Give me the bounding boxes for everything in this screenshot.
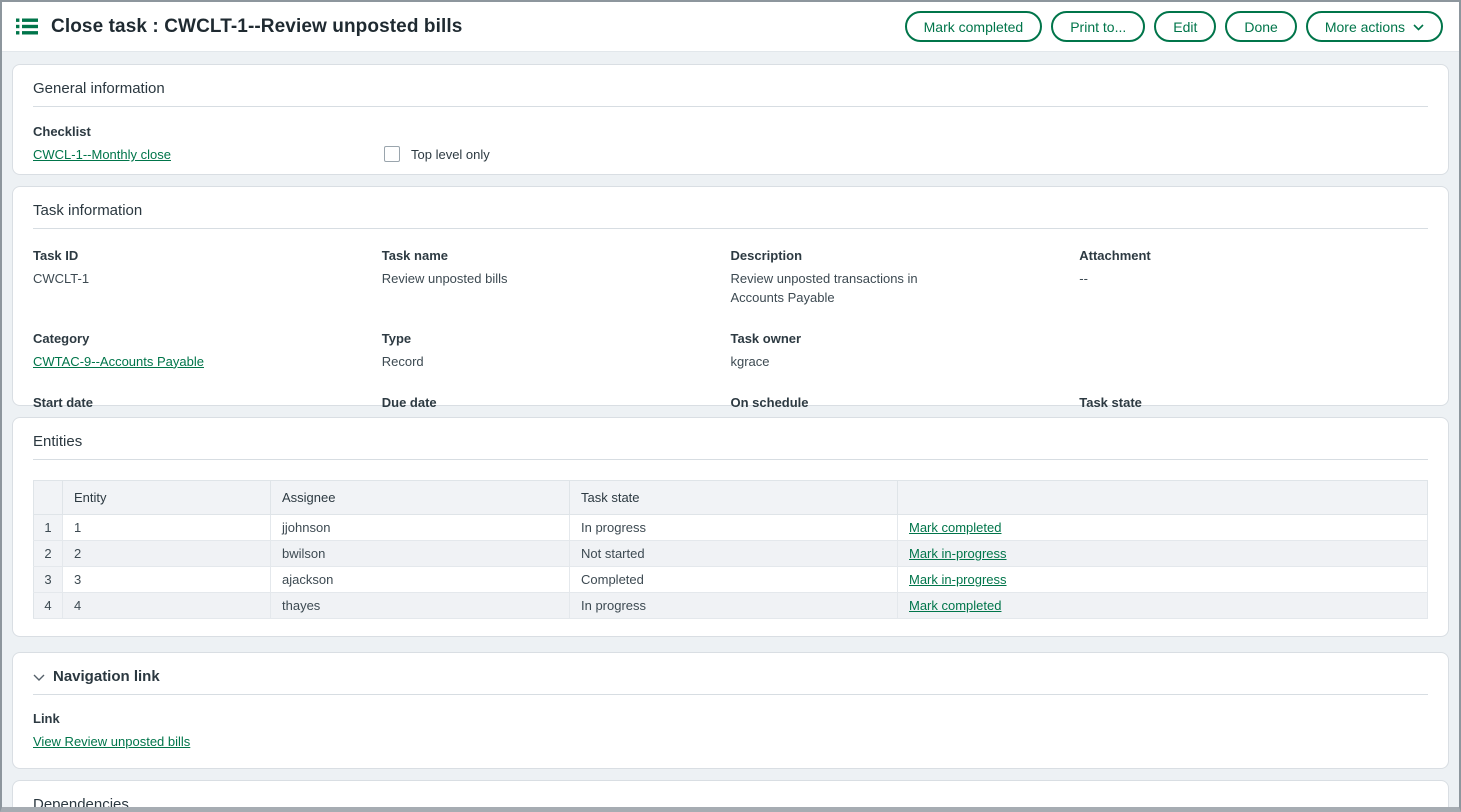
type-field: Type Record [382, 331, 731, 372]
field-label: Due date [381, 394, 437, 410]
checklist-link[interactable]: CWCL-1--Monthly close [33, 147, 171, 162]
assignee-cell: thayes [270, 592, 570, 619]
more-actions-button[interactable]: More actions [1305, 11, 1443, 42]
entity-cell: 3 [62, 566, 271, 593]
entity-cell: 4 [62, 592, 271, 619]
collapse-chevron-icon[interactable] [33, 674, 45, 682]
field-value: -- [1079, 271, 1088, 286]
header-bar: Close task : CWCLT-1--Review unposted bi… [2, 2, 1459, 52]
field-label: Description [730, 248, 803, 263]
task-state-column-header[interactable]: Task state [569, 480, 898, 515]
attachment-field: Attachment -- [1079, 248, 1428, 308]
navigation-link-heading-label: Navigation link [53, 668, 160, 685]
description-field: Description Review unposted transactions… [731, 248, 1080, 308]
task-owner-field: Task owner kgrace [731, 331, 1080, 372]
row-number: 4 [33, 592, 63, 619]
assignee-cell: bwilson [270, 540, 570, 567]
top-level-only-control[interactable]: Top level only [384, 146, 490, 162]
checklist-field: Checklist CWCL-1--Monthly close [33, 124, 384, 164]
field-value: kgrace [730, 353, 770, 369]
row-number: 1 [33, 514, 63, 541]
row-action-link[interactable]: Mark in-progress [909, 546, 1007, 561]
navigation-link-section: Navigation link Link View Review unposte… [12, 652, 1449, 769]
field-label: Task state [1079, 394, 1142, 410]
field-label: Attachment [1079, 248, 1151, 263]
row-action-link[interactable]: Mark completed [909, 520, 1002, 535]
dependencies-section: Dependencies [12, 780, 1449, 807]
header-actions: Mark completed Print to... Edit Done Mor… [904, 11, 1443, 42]
field-value: Review unposted bills [381, 271, 508, 286]
entity-column-header[interactable]: Entity [62, 480, 271, 515]
table-row: 3 3 ajackson Completed Mark in-progress [33, 566, 1428, 593]
general-information-heading: General information [33, 80, 1428, 107]
assignee-column-header[interactable]: Assignee [270, 480, 570, 515]
done-button[interactable]: Done [1225, 11, 1297, 42]
row-number: 3 [33, 566, 63, 593]
field-label: Type [381, 330, 412, 346]
assignee-cell: jjohnson [270, 514, 570, 541]
task-name-field: Task name Review unposted bills [382, 248, 731, 308]
task-id-field: Task ID CWCLT-1 [33, 248, 382, 308]
link-label: Link [33, 711, 60, 726]
general-information-section: General information Checklist CWCL-1--Mo… [12, 64, 1449, 175]
task-state-cell: In progress [569, 514, 898, 541]
field-label: On schedule [730, 394, 809, 410]
field-label: Start date [33, 394, 93, 410]
chevron-down-icon [1413, 24, 1424, 31]
entity-cell: 2 [62, 540, 271, 567]
row-action-link[interactable]: Mark completed [909, 598, 1002, 613]
page-content: General information Checklist CWCL-1--Mo… [2, 52, 1459, 807]
field-label: Task owner [730, 330, 802, 346]
entities-heading: Entities [33, 433, 1428, 460]
field-label: Category [33, 330, 90, 346]
field-label: Task ID [33, 248, 79, 263]
print-to-button[interactable]: Print to... [1051, 11, 1146, 42]
dependencies-heading: Dependencies [33, 796, 1428, 807]
top-level-only-label: Top level only [411, 146, 490, 162]
entities-section: Entities Entity Assignee Task state 1 1 [12, 417, 1449, 637]
task-state-cell: Completed [569, 566, 898, 593]
navigation-link-heading: Navigation link [33, 668, 1428, 695]
checklist-icon [16, 18, 38, 35]
table-header-row: Entity Assignee Task state [33, 480, 1428, 515]
row-number: 2 [33, 540, 63, 567]
edit-button[interactable]: Edit [1154, 11, 1217, 42]
entities-table: Entity Assignee Task state 1 1 jjohnson … [33, 480, 1428, 619]
task-state-cell: Not started [569, 540, 898, 567]
view-task-link[interactable]: View Review unposted bills [33, 734, 191, 749]
entity-cell: 1 [62, 514, 271, 541]
field-value: CWCLT-1 [33, 271, 90, 286]
checkbox-unchecked-icon[interactable] [384, 146, 400, 162]
table-row: 4 4 thayes In progress Mark completed [33, 592, 1428, 619]
action-column-header [897, 480, 1428, 515]
field-value: Review unposted transactions in Accounts… [730, 271, 918, 305]
task-information-section: Task information Task ID CWCLT-1 Task na… [12, 186, 1449, 433]
navigation-link-body: Link View Review unposted bills [33, 711, 1428, 751]
task-information-grid: Task ID CWCLT-1 Task name Review unposte… [33, 248, 1428, 435]
checklist-label: Checklist [33, 124, 91, 139]
task-information-heading: Task information [33, 202, 1428, 229]
field-label: Task name [381, 248, 448, 263]
more-actions-label: More actions [1324, 18, 1405, 35]
category-field: Category CWTAC-9--Accounts Payable [33, 331, 382, 372]
table-row: 1 1 jjohnson In progress Mark completed [33, 514, 1428, 541]
row-action-link[interactable]: Mark in-progress [909, 572, 1007, 587]
category-link[interactable]: CWTAC-9--Accounts Payable [33, 353, 204, 369]
table-row: 2 2 bwilson Not started Mark in-progress [33, 540, 1428, 567]
task-state-cell: In progress [569, 592, 898, 619]
row-number-header [33, 480, 63, 515]
mark-completed-button[interactable]: Mark completed [904, 11, 1043, 42]
page-title: Close task : CWCLT-1--Review unposted bi… [51, 15, 463, 37]
assignee-cell: ajackson [270, 566, 570, 593]
field-value: Record [381, 353, 424, 369]
